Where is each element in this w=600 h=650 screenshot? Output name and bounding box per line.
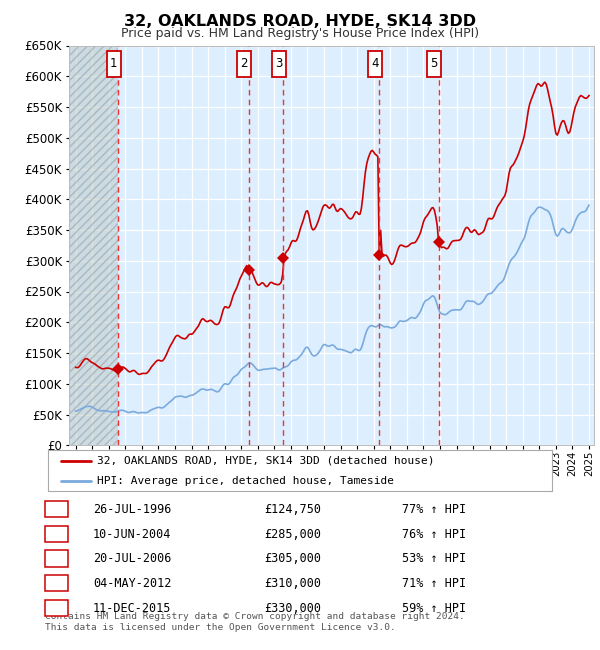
Text: 1: 1	[53, 503, 60, 516]
Text: 32, OAKLANDS ROAD, HYDE, SK14 3DD: 32, OAKLANDS ROAD, HYDE, SK14 3DD	[124, 14, 476, 29]
Text: 32, OAKLANDS ROAD, HYDE, SK14 3DD (detached house): 32, OAKLANDS ROAD, HYDE, SK14 3DD (detac…	[97, 456, 435, 465]
Text: 5: 5	[430, 57, 438, 70]
Text: £285,000: £285,000	[264, 528, 321, 541]
Text: 4: 4	[371, 57, 379, 70]
Text: 1: 1	[110, 57, 118, 70]
Bar	[69, 46, 118, 445]
FancyBboxPatch shape	[427, 51, 441, 77]
Text: 04-MAY-2012: 04-MAY-2012	[93, 577, 172, 590]
Text: 76% ↑ HPI: 76% ↑ HPI	[402, 528, 466, 541]
FancyBboxPatch shape	[272, 51, 286, 77]
Text: HPI: Average price, detached house, Tameside: HPI: Average price, detached house, Tame…	[97, 476, 394, 486]
Text: Contains HM Land Registry data © Crown copyright and database right 2024.
This d: Contains HM Land Registry data © Crown c…	[45, 612, 465, 632]
Text: 11-DEC-2015: 11-DEC-2015	[93, 602, 172, 615]
Text: £310,000: £310,000	[264, 577, 321, 590]
Text: 5: 5	[53, 602, 60, 615]
Text: £124,750: £124,750	[264, 503, 321, 516]
Text: 3: 3	[53, 552, 60, 566]
Text: 2: 2	[240, 57, 247, 70]
Text: Price paid vs. HM Land Registry's House Price Index (HPI): Price paid vs. HM Land Registry's House …	[121, 27, 479, 40]
Text: 2: 2	[53, 528, 60, 541]
Text: 59% ↑ HPI: 59% ↑ HPI	[402, 602, 466, 615]
FancyBboxPatch shape	[236, 51, 251, 77]
Text: £330,000: £330,000	[264, 602, 321, 615]
Text: 3: 3	[275, 57, 283, 70]
Text: 4: 4	[53, 577, 60, 590]
Text: 20-JUL-2006: 20-JUL-2006	[93, 552, 172, 566]
Text: 71% ↑ HPI: 71% ↑ HPI	[402, 577, 466, 590]
Text: 53% ↑ HPI: 53% ↑ HPI	[402, 552, 466, 566]
Text: £305,000: £305,000	[264, 552, 321, 566]
Text: 10-JUN-2004: 10-JUN-2004	[93, 528, 172, 541]
FancyBboxPatch shape	[107, 51, 121, 77]
FancyBboxPatch shape	[368, 51, 382, 77]
Text: 77% ↑ HPI: 77% ↑ HPI	[402, 503, 466, 516]
Text: 26-JUL-1996: 26-JUL-1996	[93, 503, 172, 516]
